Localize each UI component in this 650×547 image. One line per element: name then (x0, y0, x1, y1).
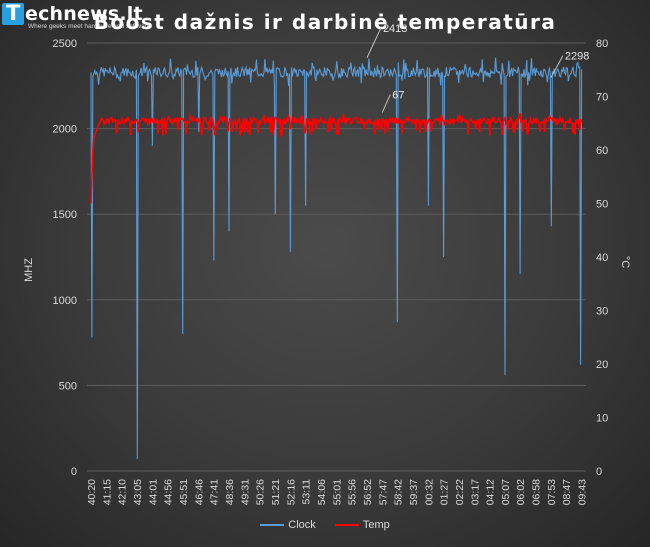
x-tick-label: 41:15 (101, 479, 113, 505)
y-left-tick-label: 0 (71, 466, 77, 478)
annotation-leader (366, 27, 382, 59)
y-right-tick-label: 0 (596, 466, 602, 478)
x-tick-label: 58:42 (393, 479, 405, 505)
series-temp-line (90, 113, 583, 204)
y-axis-left: 0 500 1000 1500 2000 2500 (53, 38, 77, 478)
legend-label-temp: Temp (362, 519, 390, 531)
y-axis-right: 0 10 20 30 40 50 60 70 80 (596, 38, 608, 478)
x-tick-label: 44:56 (163, 479, 175, 505)
x-tick-label: 49:31 (239, 479, 251, 505)
annotation-leader (381, 94, 391, 113)
y-left-tick-label: 1000 (53, 295, 77, 307)
y-right-tick-label: 10 (596, 413, 608, 425)
y-left-tick-label: 2000 (53, 124, 77, 136)
y-axis-left-label: MHZ (23, 258, 35, 282)
y-right-tick-label: 50 (596, 199, 608, 211)
x-tick-label: 51:21 (270, 479, 282, 505)
logo-letter: T (6, 1, 21, 25)
legend-label-clock: Clock (288, 519, 316, 531)
x-tick-label: 06:02 (515, 479, 527, 505)
logo: T echnews.lt Where geeks meet hardware a… (0, 0, 175, 30)
y-right-tick-label: 80 (596, 38, 608, 50)
x-tick-label: 05:07 (500, 479, 512, 505)
y-left-tick-label: 1500 (53, 209, 77, 221)
y-left-tick-label: 2500 (53, 38, 77, 50)
y-left-tick-label: 500 (59, 380, 77, 392)
logo-t-box (2, 3, 24, 25)
legend: Clock Temp (0, 519, 650, 531)
annotations: 2413 2298 67 (366, 23, 589, 113)
legend-item-clock: Clock (260, 519, 316, 531)
x-tick-label: 07:53 (546, 479, 558, 505)
chart-title: Boost dažnis ir darbinė temperatūra (93, 10, 557, 34)
x-tick-label: 59:37 (408, 479, 420, 505)
annotation-label: 2298 (565, 51, 589, 63)
x-tick-label: 54:06 (316, 479, 328, 505)
series-clock-line (90, 57, 583, 460)
x-tick-label: 40:20 (86, 479, 98, 505)
x-tick-label: 45:51 (178, 479, 190, 505)
x-tick-label: 01:27 (439, 479, 451, 505)
y-right-tick-label: 70 (596, 92, 608, 104)
x-tick-label: 52:16 (285, 479, 297, 505)
x-tick-label: 03:17 (469, 479, 481, 505)
x-tick-label: 08:47 (561, 479, 573, 505)
x-tick-label: 46:46 (193, 479, 205, 505)
legend-swatch-temp (334, 524, 359, 527)
logo-brand: echnews.lt (25, 3, 143, 25)
x-tick-label: 02:22 (454, 479, 466, 505)
x-tick-label: 48:36 (224, 479, 236, 505)
legend-item-temp: Temp (334, 519, 390, 531)
x-tick-label: 53:11 (301, 479, 313, 505)
x-tick-label: 43:05 (132, 479, 144, 505)
x-tick-label: 06:58 (531, 479, 543, 505)
legend-swatch-clock (260, 524, 285, 527)
x-tick-label: 55:01 (331, 479, 343, 505)
series-layer (90, 57, 583, 460)
x-tick-label: 00:32 (423, 479, 435, 505)
x-tick-label: 47:41 (209, 479, 221, 505)
x-tick-label: 42:10 (117, 479, 129, 505)
x-tick-label: 56:52 (362, 479, 374, 505)
logo-tagline: Where geeks meet hardware and software (28, 23, 151, 30)
x-tick-label: 04:12 (485, 479, 497, 505)
y-right-tick-label: 30 (596, 306, 608, 318)
y-right-tick-label: 20 (596, 359, 608, 371)
annotation-label: 2413 (383, 23, 407, 35)
x-tick-label: 09:43 (577, 479, 589, 505)
y-right-tick-label: 60 (596, 145, 608, 157)
x-tick-label: 55:56 (347, 479, 359, 505)
x-axis: 40:20 41:15 42:10 43:05 44:01 44:56 45:51 46:46… (86, 479, 589, 505)
y-right-tick-label: 40 (596, 252, 608, 264)
x-tick-label: 57:47 (377, 479, 389, 505)
annotation-label: 67 (392, 90, 404, 102)
x-tick-label: 50:26 (255, 479, 267, 505)
annotation-leader (550, 55, 564, 78)
gridlines (87, 42, 586, 472)
y-axis-right-label: °C (619, 256, 631, 268)
x-tick-label: 44:01 (147, 479, 159, 505)
